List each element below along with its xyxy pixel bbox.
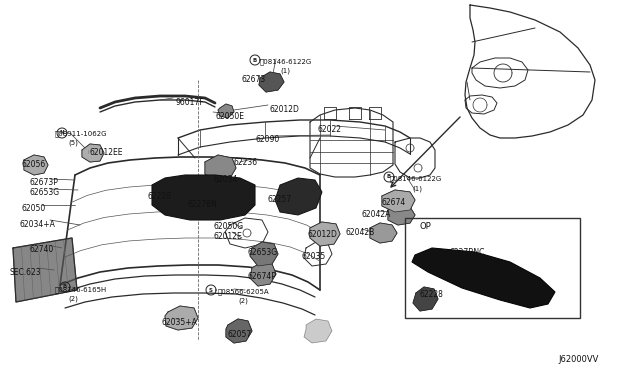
Text: 62050E: 62050E xyxy=(215,112,244,121)
Polygon shape xyxy=(413,287,438,311)
Polygon shape xyxy=(205,155,236,180)
Text: 96017F: 96017F xyxy=(175,98,204,107)
Text: ⒱08146-6165H: ⒱08146-6165H xyxy=(55,286,108,293)
Text: J62000VV: J62000VV xyxy=(558,355,598,364)
Text: 62012D: 62012D xyxy=(308,230,338,239)
Text: 62057: 62057 xyxy=(228,330,252,339)
Text: 62056: 62056 xyxy=(22,160,46,169)
Text: 62035+A: 62035+A xyxy=(162,318,198,327)
Text: 62653G: 62653G xyxy=(30,188,60,197)
Text: 62050G: 62050G xyxy=(214,222,244,231)
Polygon shape xyxy=(13,238,77,302)
Text: ⒱08146-6122G: ⒱08146-6122G xyxy=(260,58,312,65)
Text: 62673: 62673 xyxy=(242,75,266,84)
Polygon shape xyxy=(388,205,415,225)
Text: 6227BNC: 6227BNC xyxy=(450,248,485,257)
Text: ⒱08146-6122G: ⒱08146-6122G xyxy=(390,175,442,182)
Text: 62090: 62090 xyxy=(255,135,279,144)
Text: 62012E: 62012E xyxy=(214,232,243,241)
Text: 62278N: 62278N xyxy=(188,200,218,209)
Polygon shape xyxy=(24,155,48,175)
Text: 62012D: 62012D xyxy=(270,105,300,114)
Text: 62228: 62228 xyxy=(420,290,444,299)
Text: 62673P: 62673P xyxy=(30,178,59,187)
Polygon shape xyxy=(382,190,415,212)
Polygon shape xyxy=(152,175,255,220)
Bar xyxy=(405,218,580,318)
Text: 62236: 62236 xyxy=(233,158,257,167)
Text: N: N xyxy=(60,131,64,135)
Text: 62674P: 62674P xyxy=(248,272,277,281)
Text: 62022: 62022 xyxy=(318,125,342,134)
Text: B: B xyxy=(63,285,67,289)
Text: OP: OP xyxy=(420,222,432,231)
Text: (2): (2) xyxy=(238,298,248,305)
Text: 62042B: 62042B xyxy=(345,228,374,237)
Polygon shape xyxy=(259,72,284,92)
Polygon shape xyxy=(250,242,278,266)
Polygon shape xyxy=(275,178,322,215)
Text: (2): (2) xyxy=(68,296,78,302)
Text: 62042A: 62042A xyxy=(362,210,392,219)
Polygon shape xyxy=(82,144,104,162)
Text: 62034+A: 62034+A xyxy=(20,220,56,229)
Polygon shape xyxy=(370,223,397,243)
Polygon shape xyxy=(218,104,234,118)
Polygon shape xyxy=(250,262,276,286)
Text: S: S xyxy=(209,288,213,292)
Text: 62035: 62035 xyxy=(302,252,326,261)
Polygon shape xyxy=(412,248,555,308)
Text: (5): (5) xyxy=(68,140,78,147)
Text: SEC.623: SEC.623 xyxy=(10,268,42,277)
Text: 62674: 62674 xyxy=(382,198,406,207)
Text: B: B xyxy=(253,58,257,62)
Text: 62257: 62257 xyxy=(268,195,292,204)
Text: 62228: 62228 xyxy=(147,192,171,201)
Text: (1): (1) xyxy=(412,185,422,192)
Text: Ⓝ08566-6205A: Ⓝ08566-6205A xyxy=(218,288,269,295)
Text: 62050: 62050 xyxy=(22,204,46,213)
Text: 62740: 62740 xyxy=(30,245,54,254)
Text: (1): (1) xyxy=(280,68,290,74)
Text: 62034: 62034 xyxy=(213,175,237,184)
Polygon shape xyxy=(165,306,198,330)
Text: 62012EE: 62012EE xyxy=(90,148,124,157)
Polygon shape xyxy=(310,222,340,246)
Text: ⓝ08911-1062G: ⓝ08911-1062G xyxy=(55,130,108,137)
Text: B: B xyxy=(387,174,391,180)
Polygon shape xyxy=(304,319,332,343)
Polygon shape xyxy=(226,319,252,343)
Text: 62653G: 62653G xyxy=(248,248,278,257)
